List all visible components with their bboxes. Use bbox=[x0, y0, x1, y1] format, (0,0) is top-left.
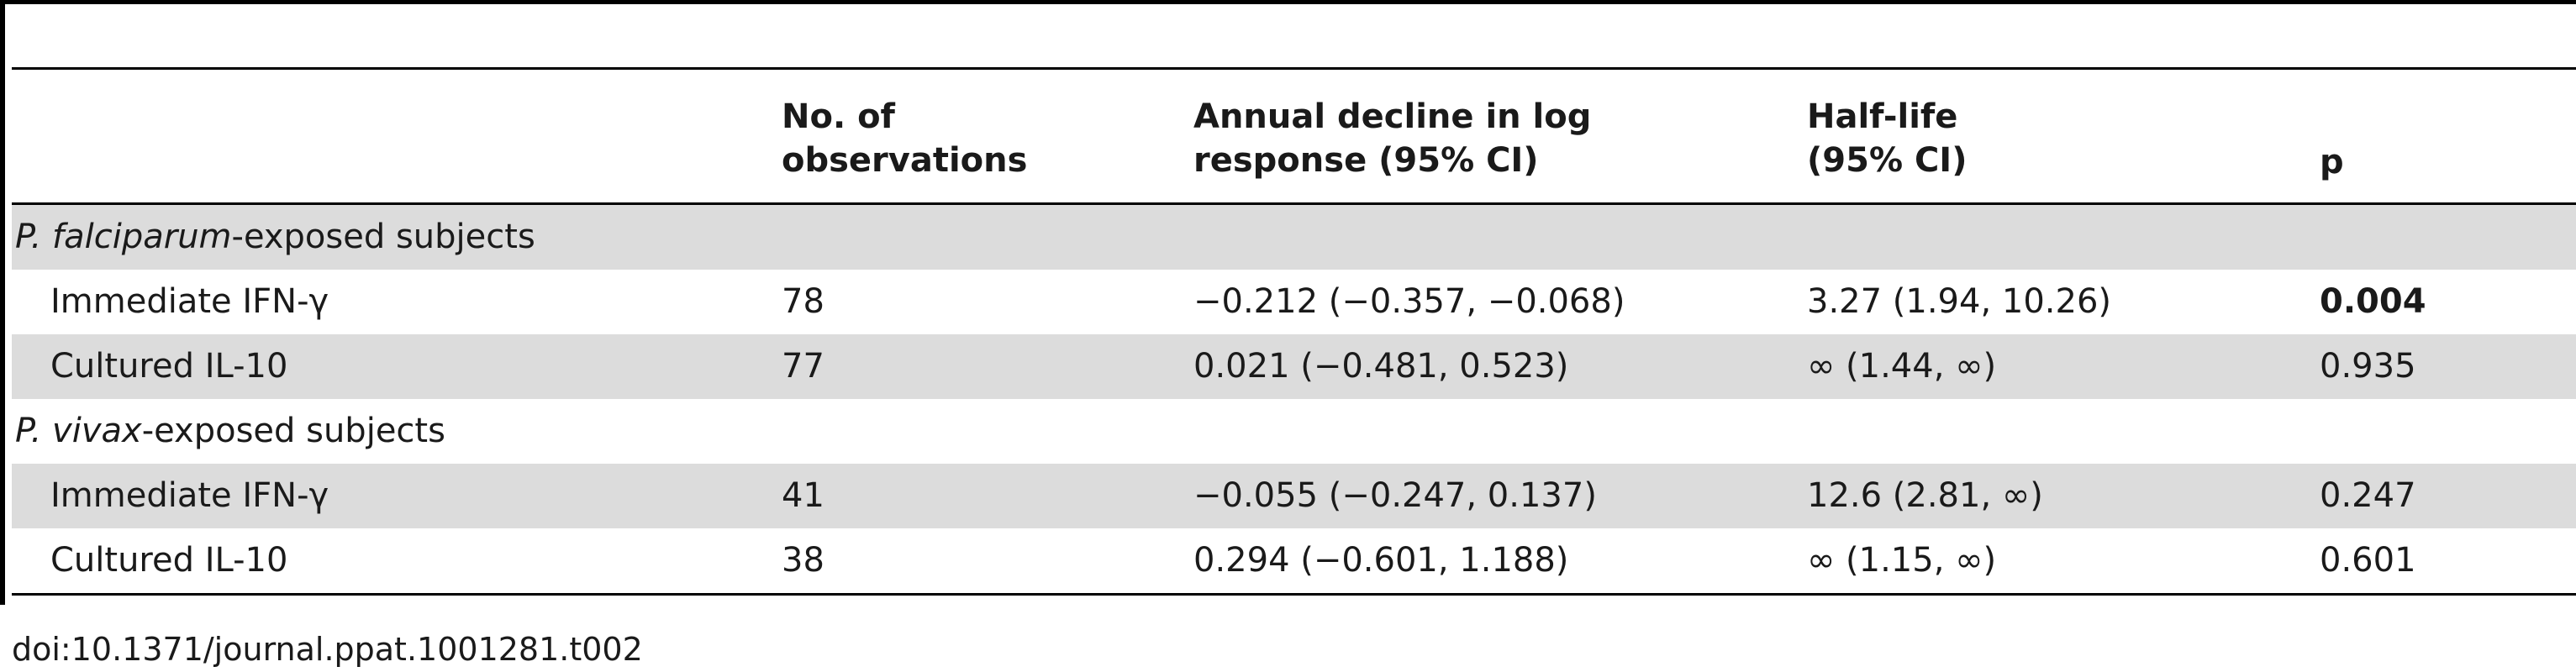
header-rule bbox=[12, 202, 2576, 205]
row-label: Cultured IL-10 bbox=[50, 347, 288, 386]
halflife-cell: ∞ (1.44, ∞) bbox=[1807, 347, 1997, 386]
observations-cell: 41 bbox=[782, 476, 824, 515]
results-table: No. of observations Annual decline in lo… bbox=[12, 67, 2576, 596]
group-row-vivax: P. vivax-exposed subjects bbox=[12, 399, 2576, 464]
observations-cell: 38 bbox=[782, 541, 824, 580]
header-p: p bbox=[2320, 143, 2344, 181]
observations-cell: 77 bbox=[782, 347, 824, 386]
header-annual-decline: Annual decline in log response (95% CI) bbox=[1193, 97, 1592, 180]
decline-cell: 0.294 (−0.601, 1.188) bbox=[1193, 541, 1569, 580]
group-label: P. vivax-exposed subjects bbox=[15, 412, 445, 450]
observations-cell: 78 bbox=[782, 282, 824, 321]
row-label: Cultured IL-10 bbox=[50, 541, 288, 580]
row-label: Immediate IFN-γ bbox=[50, 282, 329, 321]
row-label: Immediate IFN-γ bbox=[50, 476, 329, 515]
halflife-cell: 3.27 (1.94, 10.26) bbox=[1807, 282, 2111, 321]
decline-cell: 0.021 (−0.481, 0.523) bbox=[1193, 347, 1569, 386]
table-top-rule bbox=[12, 67, 2576, 70]
halflife-cell: ∞ (1.15, ∞) bbox=[1807, 541, 1997, 580]
table-header: No. of observations Annual decline in lo… bbox=[12, 70, 2576, 202]
p-value-cell: 0.935 bbox=[2320, 347, 2416, 386]
group-row-falciparum: P. falciparum-exposed subjects bbox=[12, 205, 2576, 270]
header-observations: No. of observations bbox=[782, 97, 1028, 180]
p-value-cell: 0.004 bbox=[2320, 282, 2426, 321]
table-row: Cultured IL-10 77 0.021 (−0.481, 0.523) … bbox=[12, 334, 2576, 399]
top-border bbox=[0, 0, 2576, 4]
table-row: Immediate IFN-γ 78 −0.212 (−0.357, −0.06… bbox=[12, 270, 2576, 334]
doi-caption: doi:10.1371/journal.ppat.1001281.t002 bbox=[12, 631, 643, 668]
left-border bbox=[0, 0, 5, 605]
group-label: P. falciparum-exposed subjects bbox=[15, 218, 535, 256]
decline-cell: −0.055 (−0.247, 0.137) bbox=[1193, 476, 1597, 515]
decline-cell: −0.212 (−0.357, −0.068) bbox=[1193, 282, 1625, 321]
header-half-life: Half-life (95% CI) bbox=[1807, 97, 1968, 180]
halflife-cell: 12.6 (2.81, ∞) bbox=[1807, 476, 2043, 515]
table-bottom-rule bbox=[12, 593, 2576, 596]
table-row: Cultured IL-10 38 0.294 (−0.601, 1.188) … bbox=[12, 528, 2576, 593]
table-row: Immediate IFN-γ 41 −0.055 (−0.247, 0.137… bbox=[12, 464, 2576, 528]
p-value-cell: 0.247 bbox=[2320, 476, 2416, 515]
p-value-cell: 0.601 bbox=[2320, 541, 2416, 580]
